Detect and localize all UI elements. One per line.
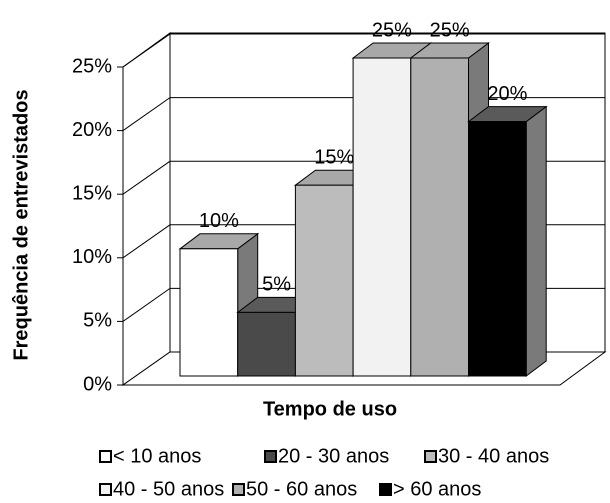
data-label: 20% — [487, 83, 527, 105]
bar — [468, 121, 527, 377]
y-tick-label: 0% — [83, 373, 112, 395]
y-tick-label: 5% — [83, 310, 112, 332]
grid-line — [122, 97, 171, 132]
bar — [237, 311, 296, 377]
data-label: 25% — [430, 19, 470, 41]
bar — [352, 57, 412, 377]
bar-side — [525, 105, 547, 377]
legend-swatch — [424, 450, 437, 463]
bar — [179, 248, 239, 377]
legend-swatch — [99, 450, 112, 463]
legend-label: > 60 anos — [393, 478, 481, 500]
side-wall — [122, 32, 171, 386]
y-tick-label: 25% — [72, 55, 112, 77]
grid-line — [122, 160, 171, 195]
y-axis-title: Frequência de entrevistados — [10, 89, 32, 360]
data-label: 25% — [372, 19, 412, 41]
legend-label: 40 - 50 anos — [113, 478, 224, 500]
legend-swatch — [379, 483, 392, 496]
legend-label: 50 - 60 anos — [246, 478, 357, 500]
data-label: 10% — [199, 210, 239, 232]
data-label: 15% — [314, 146, 354, 168]
legend-swatch — [99, 483, 112, 496]
bar — [294, 184, 354, 377]
y-tick-label: 20% — [72, 119, 112, 141]
legend-swatch — [264, 450, 277, 463]
legend-label: 30 - 40 anos — [438, 445, 549, 467]
grid-line — [122, 224, 171, 259]
x-axis-title: Tempo de uso — [263, 398, 397, 420]
y-tick-label: 15% — [72, 182, 112, 204]
legend-swatch — [232, 483, 245, 496]
data-label: 5% — [262, 274, 291, 296]
grid-line — [122, 33, 171, 68]
bar — [410, 57, 469, 377]
y-tick-label: 10% — [72, 246, 112, 268]
legend-label: < 10 anos — [113, 445, 201, 467]
legend-label: 20 - 30 anos — [278, 445, 389, 467]
grid-line — [122, 287, 171, 322]
